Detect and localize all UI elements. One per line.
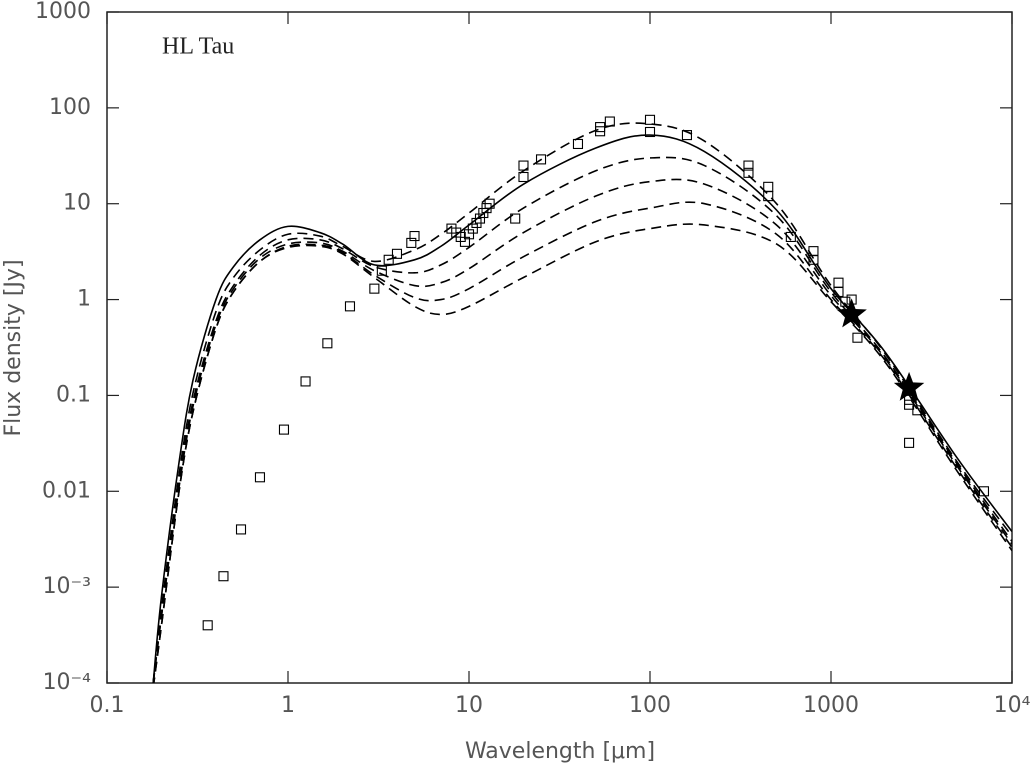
data-point — [763, 191, 774, 202]
x-tick-label: 10⁴ — [994, 693, 1031, 718]
star-point — [893, 371, 925, 401]
data-point — [743, 167, 754, 178]
data-point — [840, 296, 851, 307]
data-point — [344, 301, 356, 312]
data-point — [202, 620, 213, 631]
x-tick-label: 10 — [455, 693, 483, 718]
data-point — [912, 405, 923, 416]
x-tick-label: 100 — [629, 693, 671, 718]
data-point — [406, 237, 417, 248]
data-point — [484, 198, 495, 209]
y-tick-label: 0.01 — [42, 478, 91, 503]
data-point — [383, 254, 394, 265]
dashed-curve — [152, 178, 1012, 683]
y-tick-label: 10⁻⁴ — [43, 670, 92, 695]
data-point — [391, 248, 403, 259]
data-point — [463, 229, 475, 240]
x-tick-label: 1 — [281, 693, 295, 718]
data-point — [595, 126, 606, 137]
data-point — [978, 486, 990, 497]
data-point — [235, 524, 247, 535]
data-point — [833, 286, 844, 298]
data-point — [376, 265, 387, 276]
x-tick-label: 1000 — [803, 693, 859, 718]
data-point — [833, 277, 844, 288]
data-point — [467, 223, 478, 234]
plot-frame — [106, 11, 1013, 684]
data-point — [644, 126, 656, 138]
y-axis-label: Flux density [Jy] — [1, 259, 26, 436]
data-point — [644, 114, 656, 125]
data-point — [763, 181, 774, 192]
y-tick-label: 1000 — [35, 0, 91, 24]
data-point — [681, 130, 692, 141]
dashed-curve — [152, 156, 1012, 683]
y-tick-label: 0.1 — [56, 382, 91, 407]
data-point — [300, 376, 311, 387]
annotation: HL Tau — [162, 34, 234, 60]
dashed-curve — [152, 122, 1012, 683]
data-point — [369, 283, 380, 294]
y-tick-label: 100 — [49, 95, 91, 120]
data-point — [409, 230, 420, 242]
data-point — [808, 254, 819, 265]
data-point — [254, 472, 266, 483]
dashed-curve — [152, 201, 1012, 683]
data-point — [904, 399, 915, 410]
y-tick-label: 10⁻³ — [43, 574, 91, 599]
data-point — [510, 213, 521, 224]
data-point — [743, 160, 754, 171]
data-point — [604, 116, 615, 127]
data-point — [218, 571, 229, 582]
x-axis-label: Wavelength [μm] — [465, 739, 655, 764]
data-point — [852, 332, 863, 343]
data-point — [785, 231, 796, 243]
data-point — [572, 138, 584, 150]
star-point — [836, 298, 867, 328]
y-tick-label: 10 — [63, 191, 91, 216]
data-point — [322, 338, 333, 349]
data-point — [535, 154, 547, 165]
plot-area — [152, 114, 1012, 683]
data-point — [518, 160, 529, 171]
y-tick-label: 1 — [77, 287, 91, 312]
data-point — [904, 437, 915, 448]
data-point — [278, 424, 290, 435]
data-point — [518, 171, 529, 183]
solid-curve — [152, 134, 1012, 683]
dashed-curve — [152, 223, 1012, 683]
x-tick-label: 0.1 — [90, 693, 125, 718]
data-point — [474, 213, 486, 224]
